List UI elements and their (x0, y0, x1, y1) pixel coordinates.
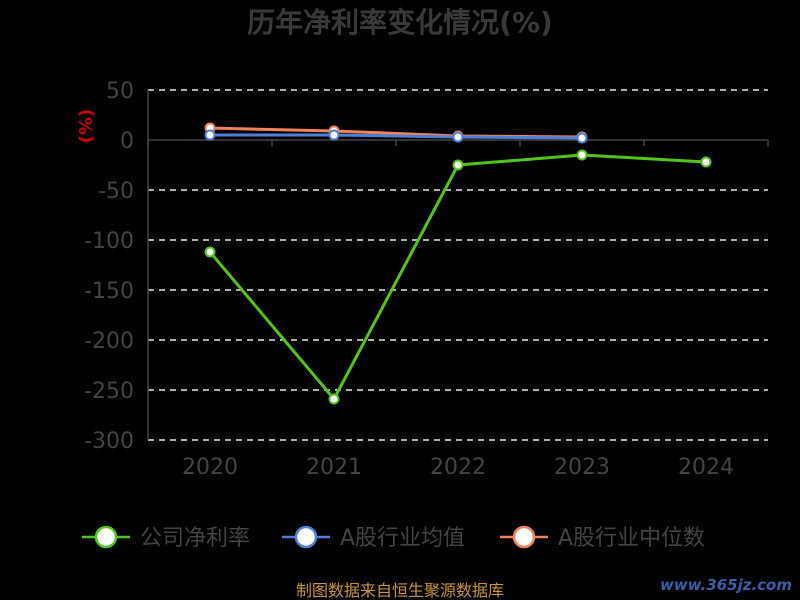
data-point (204, 129, 216, 141)
y-tick-label: -150 (84, 279, 134, 304)
data-point (452, 131, 464, 143)
chart-title: 历年净利率变化情况(%) (247, 6, 553, 39)
y-tick-label: 50 (106, 79, 134, 104)
x-tick-labels: 2020 2021 2022 2023 2024 (182, 455, 734, 480)
legend-marker (512, 525, 536, 549)
legend-marker (94, 525, 118, 549)
data-point (328, 393, 340, 405)
series-line-0 (208, 153, 707, 401)
legend-label: A股行业均值 (340, 526, 465, 551)
y-axis-unit-label: (%) (76, 109, 97, 144)
series-line-1 (210, 133, 583, 140)
data-point (204, 246, 216, 258)
series-0 (204, 149, 712, 405)
series-lines (204, 122, 712, 405)
data-point (576, 149, 588, 161)
series-1 (204, 129, 588, 144)
x-tick-label: 2022 (430, 455, 486, 480)
y-tick-label: -200 (84, 329, 134, 354)
data-point (328, 129, 340, 141)
y-tick-label: 0 (120, 129, 134, 154)
legend-item-0[interactable]: 公司净利率 (82, 525, 250, 551)
x-tick-label: 2023 (554, 455, 610, 480)
y-tick-label: -50 (98, 179, 134, 204)
legend-label: A股行业中位数 (558, 526, 705, 551)
grid-lines (148, 89, 768, 441)
legend[interactable]: 公司净利率 A股行业均值 A股行业中位数 (82, 525, 705, 551)
legend-label: 公司净利率 (140, 526, 250, 551)
y-tick-label: -100 (84, 229, 134, 254)
x-tick-label: 2020 (182, 455, 238, 480)
x-tick-label: 2024 (678, 455, 734, 480)
legend-item-2[interactable]: A股行业中位数 (500, 525, 705, 551)
data-point (700, 156, 712, 168)
data-point (576, 132, 588, 144)
legend-item-1[interactable]: A股行业均值 (282, 525, 465, 551)
y-tick-label: -250 (84, 379, 134, 404)
watermark: www.365jz.com (660, 576, 792, 594)
y-tick-labels: 50 0 -50 -100 -150 -200 -250 -300 (84, 79, 134, 454)
data-point (452, 159, 464, 171)
y-tick-label: -300 (84, 429, 134, 454)
legend-marker (294, 525, 318, 549)
data-source-note: 制图数据来自恒生聚源数据库 (296, 581, 504, 600)
x-tick-label: 2021 (306, 455, 362, 480)
